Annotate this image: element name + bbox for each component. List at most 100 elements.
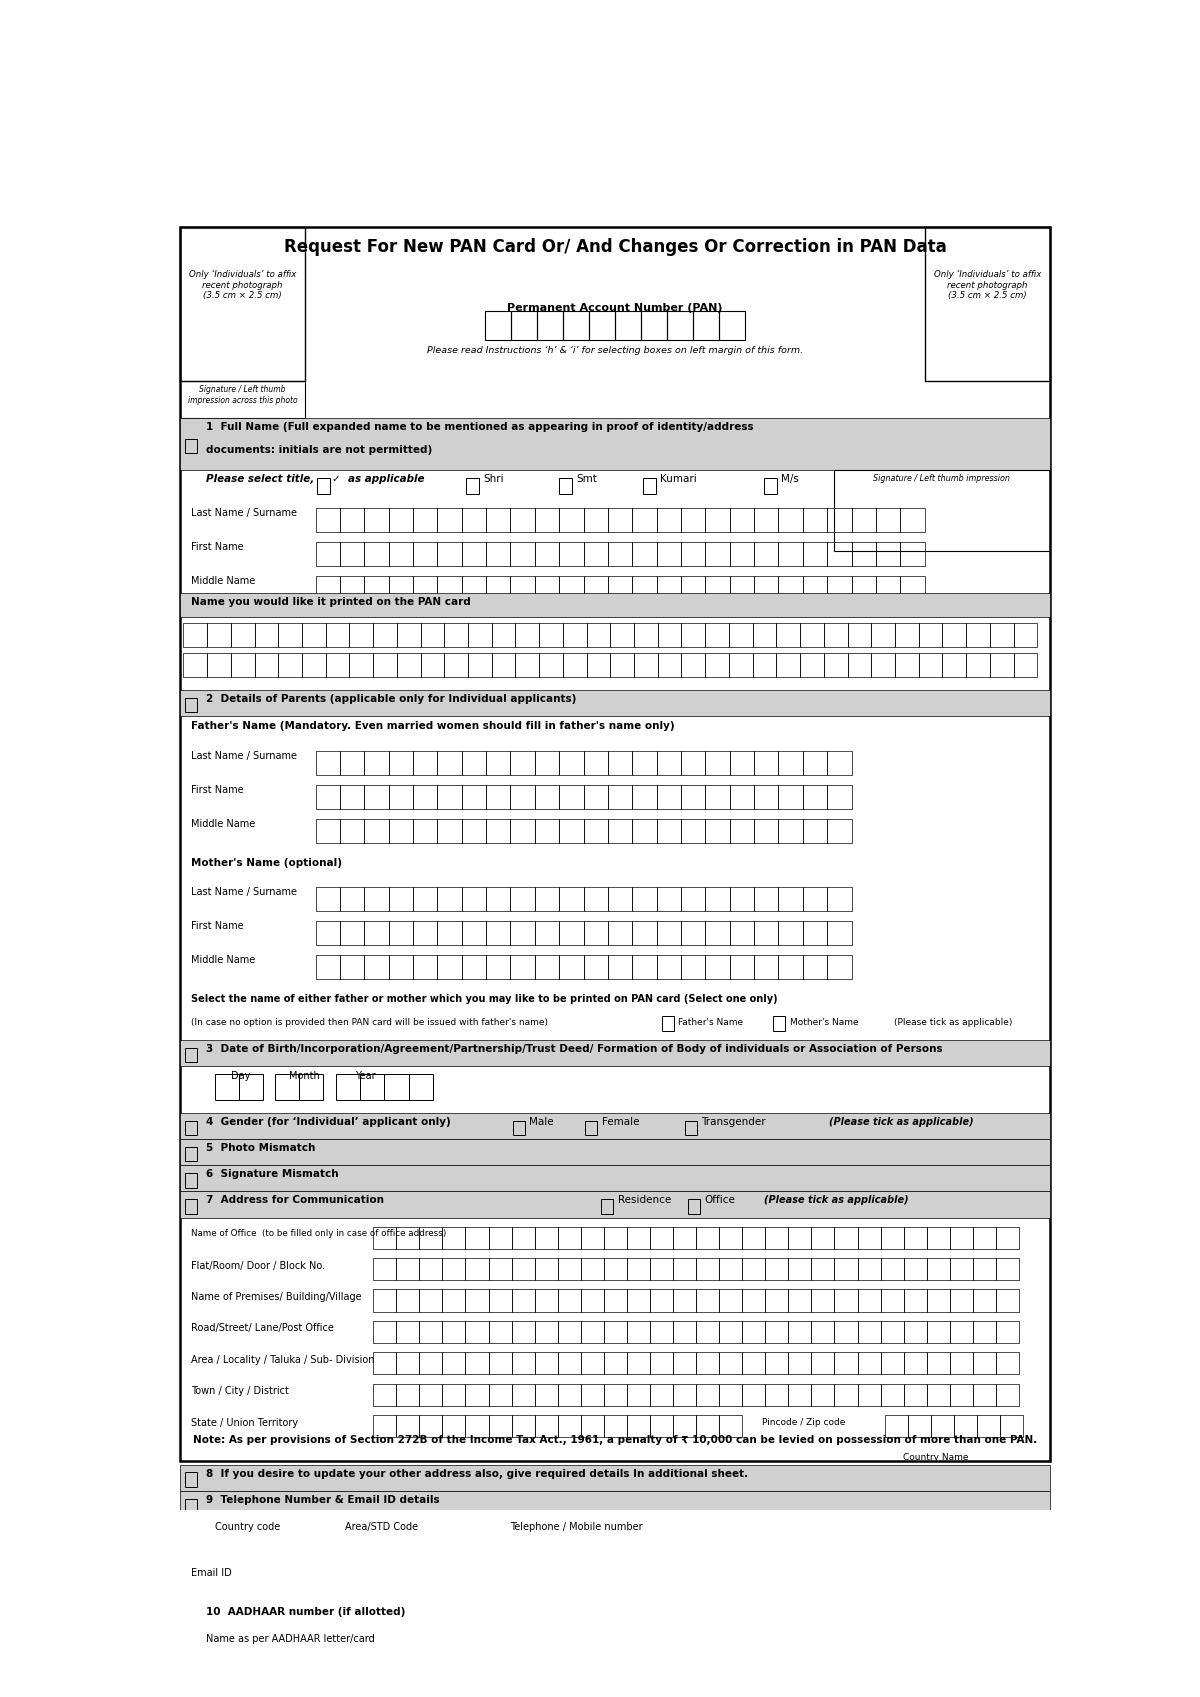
Bar [340,888,365,911]
Bar [604,1290,626,1312]
Bar [486,786,510,809]
Bar [535,541,559,565]
Bar [462,575,486,599]
Bar [563,623,587,647]
Bar [996,1290,1019,1312]
Bar [592,1607,616,1626]
Bar [323,1677,347,1697]
Text: 4  Gender (for ‘Individual’ applicant only): 4 Gender (for ‘Individual’ applicant onl… [206,1117,450,1127]
Bar [696,1415,719,1437]
Text: Mother's Name (optional): Mother's Name (optional) [191,859,342,869]
Bar [779,752,803,774]
Bar [670,1526,694,1551]
Bar [847,623,871,647]
Text: Signature / Left thumb
impression across this photo: Signature / Left thumb impression across… [187,385,298,404]
Bar [510,921,535,945]
Bar [803,507,827,531]
Bar [622,1526,646,1551]
Bar [925,227,1050,382]
Text: 2  Details of Parents (applicable only for Individual applicants): 2 Details of Parents (applicable only fo… [206,694,576,704]
Bar [696,1383,719,1405]
Bar [466,1415,488,1437]
Bar [466,1290,488,1312]
Bar [852,575,876,599]
Bar [779,507,803,531]
Bar [437,921,462,945]
Bar [768,1644,792,1668]
Bar [682,820,706,843]
Bar [926,1227,950,1249]
Bar [932,1677,955,1697]
Bar [761,1607,785,1626]
Bar [1014,653,1037,677]
Bar [463,1677,487,1697]
Bar [180,1604,1050,1629]
Bar [754,575,779,599]
Bar [730,507,754,531]
Bar [730,786,754,809]
Bar [862,1677,886,1697]
Text: Name as per AADHAAR letter/card: Name as per AADHAAR letter/card [206,1634,374,1644]
Bar [682,888,706,911]
Bar [862,1644,886,1668]
Bar [834,1320,858,1342]
Bar [646,1526,670,1551]
Bar [340,786,365,809]
Bar [950,1353,973,1375]
Bar [316,575,340,599]
Text: Only ‘Individuals’ to affix
recent photograph
(3.5 cm × 2.5 cm): Only ‘Individuals’ to affix recent photo… [934,270,1042,300]
Bar [389,752,413,774]
Bar [180,227,305,382]
Bar [996,1383,1019,1405]
Bar [827,541,852,565]
Bar [389,541,413,565]
Bar [919,653,942,677]
Bar [792,1644,815,1668]
Bar [634,623,658,647]
Bar [788,1290,811,1312]
Bar [608,541,632,565]
Bar [581,1320,604,1342]
Bar [900,541,925,565]
Bar [568,1607,592,1626]
Bar [559,955,583,979]
Bar [682,921,706,945]
Bar [608,955,632,979]
Bar [443,1227,466,1249]
Bar [754,888,779,911]
Text: Middle Name: Middle Name [191,575,256,585]
Text: Name you would like it printed on the PAN card: Name you would like it printed on the PA… [191,597,470,608]
Bar [745,1644,768,1668]
Bar [419,1320,443,1342]
Bar [608,507,632,531]
Bar [996,1353,1019,1375]
Bar [486,507,510,531]
Bar [673,1415,696,1437]
Bar [419,1290,443,1312]
Bar [462,786,486,809]
Bar [650,1257,673,1280]
Bar [397,653,421,677]
Bar [706,888,730,911]
Bar [926,1320,950,1342]
Text: Shri: Shri [482,473,504,484]
Bar [492,653,516,677]
Bar [839,1644,862,1668]
Bar [394,1644,416,1668]
Bar [239,1526,264,1551]
Bar [721,1677,745,1697]
Bar [488,1257,511,1280]
Bar [462,955,486,979]
Text: 1  Full Name (Full expanded name to be mentioned as appearing in proof of identi: 1 Full Name (Full expanded name to be me… [206,423,754,431]
Bar [673,1257,696,1280]
Bar [443,1383,466,1405]
Bar [766,1383,788,1405]
Bar [581,1644,605,1668]
Bar [437,752,462,774]
Bar [535,1227,558,1249]
Bar [437,955,462,979]
Bar [858,1257,881,1280]
Bar [884,1415,907,1437]
Bar [904,1290,926,1312]
Text: 5  Photo Mismatch: 5 Photo Mismatch [206,1144,316,1154]
